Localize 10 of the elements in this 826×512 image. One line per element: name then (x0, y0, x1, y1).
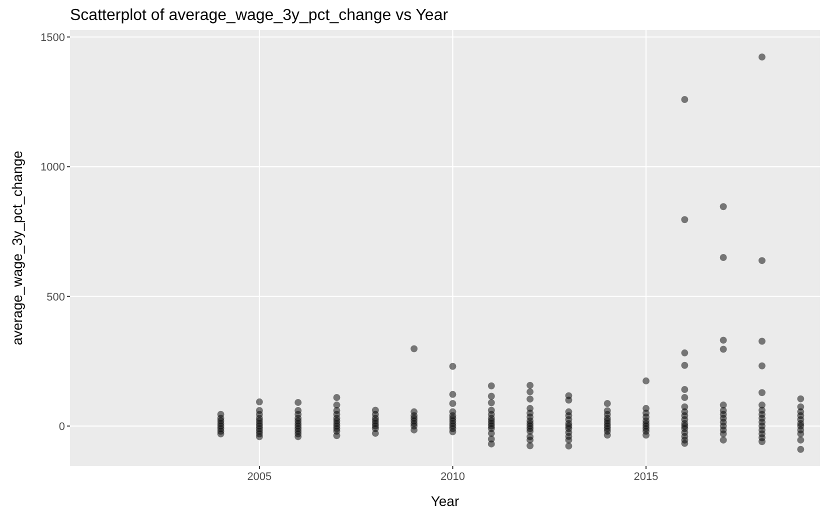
chart-title: Scatterplot of average_wage_3y_pct_change vs Year (70, 7, 449, 24)
y-tick-label: 500 (46, 291, 65, 304)
y-tick-label: 1500 (40, 32, 65, 44)
y-tick-label: 0 (58, 421, 65, 434)
x-tick-label: 2005 (247, 471, 272, 483)
y-axis-title: average_wage_3y_pct_change (9, 150, 25, 346)
x-axis-title: Year (430, 493, 460, 509)
x-tick-label: 2015 (634, 471, 658, 483)
x-tick-label: 2010 (440, 471, 465, 483)
y-tick-label: 1000 (40, 162, 65, 174)
